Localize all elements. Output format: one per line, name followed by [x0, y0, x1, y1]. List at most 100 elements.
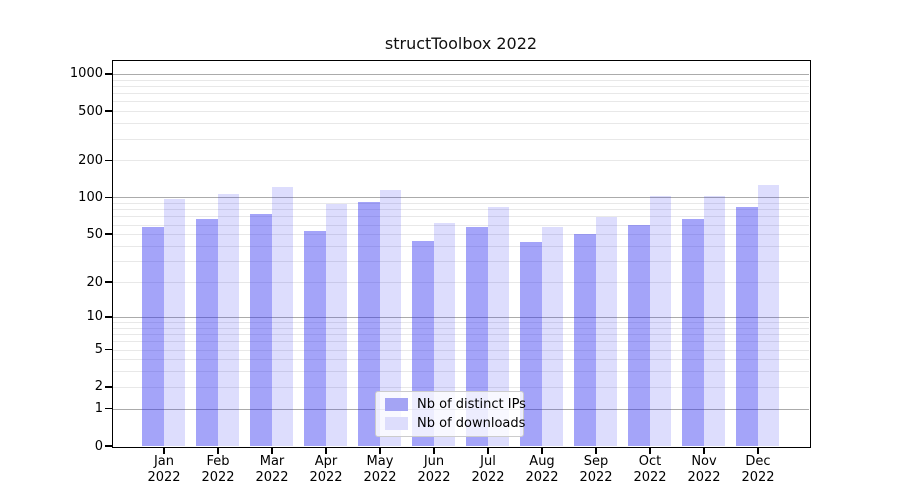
bar-downloads-aug	[541, 227, 563, 446]
x-tick-label-sep: Sep 2022	[579, 454, 613, 485]
y-tick-label: 1	[94, 401, 103, 417]
plot-area: Nb of distinct IPs Nb of downloads	[111, 59, 811, 448]
bar-distinct-ips-sep	[574, 234, 596, 446]
y-tick-label: 500	[78, 103, 103, 119]
y-tick-label: 200	[78, 152, 103, 168]
x-tick-mark	[163, 447, 165, 454]
y-tick-label: 10	[86, 309, 103, 325]
gridline-minor	[113, 341, 809, 343]
legend: Nb of distinct IPs Nb of downloads	[375, 391, 526, 437]
bar-downloads-dec	[757, 185, 779, 446]
y-tick-label: 2	[94, 379, 103, 395]
gridline-minor	[113, 111, 809, 113]
bar-distinct-ips-mar	[250, 214, 272, 446]
legend-swatch-distinct-ips	[385, 398, 408, 411]
x-tick-mark	[757, 447, 759, 454]
gridline-minor	[113, 234, 809, 236]
legend-item-distinct-ips: Nb of distinct IPs	[385, 397, 526, 412]
gridline-major	[113, 197, 809, 199]
bar-downloads-sep	[595, 217, 617, 446]
bar-distinct-ips-apr	[304, 231, 326, 446]
y-tick-mark	[105, 233, 112, 235]
x-tick-label-nov: Nov 2022	[687, 454, 721, 485]
x-tick-label-aug: Aug 2022	[525, 454, 559, 485]
gridline-minor	[113, 160, 809, 162]
bar-distinct-ips-jan	[142, 227, 164, 446]
x-tick-label-jan: Jan 2022	[147, 454, 181, 485]
y-tick-label: 20	[86, 274, 103, 290]
gridline-minor	[113, 386, 809, 388]
gridline-minor	[113, 349, 809, 351]
gridline-minor	[113, 327, 809, 329]
gridline-minor	[113, 123, 809, 125]
gridline-minor	[113, 334, 809, 335]
bar-downloads-feb	[217, 194, 239, 446]
gridline-minor	[113, 224, 809, 226]
gridline-minor	[113, 359, 809, 361]
x-tick-label-mar: Mar 2022	[255, 454, 289, 485]
x-tick-label-dec: Dec 2022	[741, 454, 775, 485]
x-tick-label-jun: Jun 2022	[417, 454, 451, 485]
gridline-minor	[113, 371, 809, 373]
x-tick-label-jul: Jul 2022	[471, 454, 505, 485]
bar-downloads-may	[379, 189, 401, 446]
y-tick-mark	[105, 316, 112, 318]
y-tick-label: 5	[94, 342, 103, 357]
y-tick-mark	[105, 407, 112, 410]
bar-downloads-jan	[163, 199, 185, 446]
gridline-minor	[113, 138, 809, 140]
x-tick-mark	[433, 447, 435, 454]
bar-distinct-ips-oct	[628, 224, 650, 446]
y-tick-mark	[105, 348, 112, 351]
gridline-major	[113, 316, 809, 318]
gridline-major	[113, 73, 809, 75]
bar-downloads-mar	[271, 186, 293, 446]
bar-distinct-ips-may	[358, 202, 380, 446]
y-tick-label: 0	[94, 438, 103, 454]
gridline-minor	[113, 85, 809, 87]
bar-distinct-ips-nov	[682, 218, 704, 446]
x-tick-label-apr: Apr 2022	[309, 454, 343, 485]
x-tick-mark	[595, 447, 597, 454]
legend-label-distinct-ips: Nb of distinct IPs	[417, 397, 526, 412]
gridline-minor	[113, 209, 809, 211]
gridline-minor	[113, 216, 809, 218]
bar-distinct-ips-feb	[196, 218, 218, 446]
chart-title: structToolbox 2022	[384, 34, 538, 53]
gridline-minor	[113, 101, 809, 103]
x-tick-label-oct: Oct 2022	[633, 454, 667, 485]
bar-downloads-nov	[703, 195, 725, 446]
y-tick-mark	[105, 445, 112, 447]
x-tick-mark	[325, 447, 327, 454]
bar-downloads-jul	[487, 206, 509, 446]
x-tick-label-feb: Feb 2022	[201, 454, 235, 485]
gridline-minor	[113, 79, 809, 81]
x-tick-mark	[271, 447, 273, 454]
x-tick-mark	[703, 447, 705, 454]
legend-label-downloads: Nb of downloads	[417, 416, 526, 431]
x-tick-mark	[217, 447, 219, 454]
x-tick-label-may: May 2022	[363, 454, 397, 485]
gridline-minor	[113, 282, 809, 283]
y-tick-mark	[105, 110, 112, 112]
y-tick-mark	[105, 196, 112, 199]
legend-item-downloads: Nb of downloads	[385, 416, 526, 431]
y-tick-mark	[105, 159, 112, 161]
gridline-minor	[113, 203, 809, 204]
gridline-minor	[113, 321, 809, 323]
gridline-minor	[113, 261, 809, 262]
x-tick-mark	[541, 447, 543, 454]
y-tick-label: 100	[78, 189, 103, 205]
y-tick-label: 1000	[69, 66, 103, 82]
y-tick-mark	[105, 73, 112, 75]
bar-distinct-ips-aug	[520, 242, 542, 446]
bar-distinct-ips-dec	[736, 207, 758, 446]
bar-downloads-apr	[325, 204, 347, 446]
bar-downloads-jun	[433, 222, 455, 446]
x-tick-mark	[649, 447, 651, 454]
gridline-minor	[113, 93, 809, 94]
x-tick-mark	[487, 447, 489, 454]
y-tick-mark	[105, 386, 112, 388]
gridline-minor	[113, 245, 809, 247]
